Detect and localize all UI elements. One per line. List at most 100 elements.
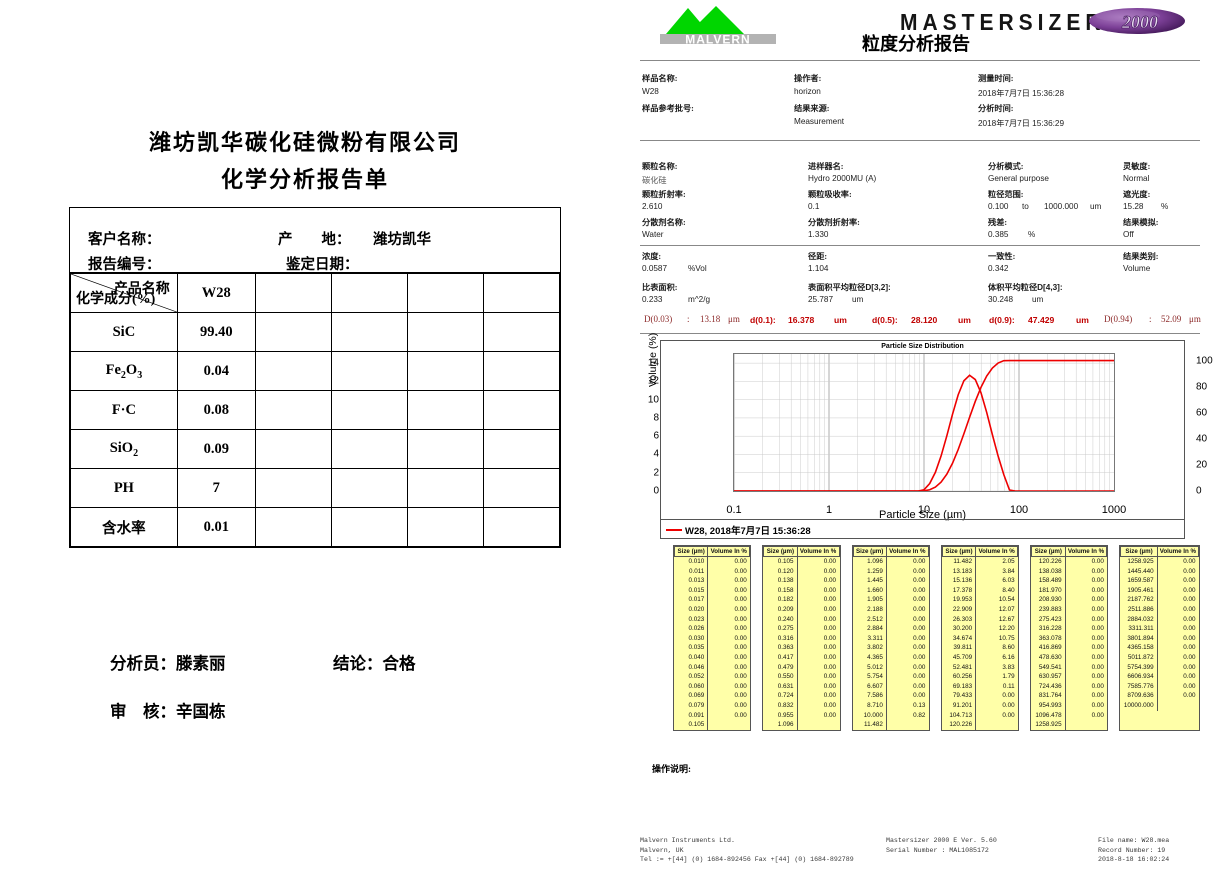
table-row: 138.038 0.00 [1031,566,1107,577]
volume-cell: 0.00 [734,711,747,719]
empty-cell [482,312,561,352]
volume-cell: 0.00 [1183,567,1196,575]
analyst-line: 分析员：滕素丽 [110,654,226,673]
d01-unit: um [834,315,847,325]
size-cell: 3.802 [853,643,887,653]
size-cell: 120.226 [942,720,977,730]
size-cell: 181.970 [1031,585,1066,596]
size-cell: 5.012 [853,662,887,673]
size-cell: 2884.032 [1120,614,1158,625]
size-cell: 30.200 [942,624,977,634]
table-row: 0.040 0.00 [674,652,750,663]
size-cell: 0.105 [674,720,709,730]
span-label: 径距: [808,252,828,261]
particle-ri-value: 2.610 [642,202,663,211]
table-row: F·C 0.08 [70,390,561,430]
table-row: 0.550 0.00 [763,672,839,682]
analysis-time-value: 2018年7月7日 15:36:29 [978,119,1065,128]
concentration-label: 浓度: [642,252,662,261]
table-row: 2187.762 0.00 [1120,595,1199,605]
volume-cell: 6.03 [1002,577,1015,585]
svg-text:2000: 2000 [1121,12,1158,32]
size-cell: 1.905 [853,595,887,605]
malvern-logo-icon: MALVERN [660,6,776,45]
chart-y-axis-label: Volume (%) [647,332,659,387]
table-row: SiC 99.40 [70,312,561,352]
volume-cell: 0.00 [913,692,926,700]
empty-cell [330,390,408,430]
dispersant-name-value: Water [642,230,664,239]
empty-cell [254,312,332,352]
empty-cell [406,312,484,352]
volume-cell: 0.00 [1091,596,1104,604]
volume-cell: 0.00 [823,605,837,613]
size-column-header: Size (µm) [763,546,798,557]
table-row: 0.316 0.00 [763,633,839,644]
size-column-header: Size (µm) [1031,546,1066,557]
volume-cell: 0.00 [913,558,926,565]
table-row: 0.015 0.00 [674,585,750,596]
size-cell: 8709.636 [1120,691,1158,701]
size-cell: 275.423 [1031,614,1066,625]
table-header-row: Size (µm) Volume In % [852,546,929,557]
size-cell: 1445.440 [1120,566,1158,577]
table-row: 0.138 0.00 [763,576,839,586]
size-range-unit: um [1090,202,1102,211]
volume-cell: 12.20 [998,625,1015,633]
operator-label: 操作者: [794,74,822,83]
volume-cell: 0.00 [823,625,837,633]
volume-cell: 0.00 [734,644,747,652]
volume-column-header: Volume In % [1156,546,1200,557]
size-cell: 7585.776 [1120,681,1158,692]
empty-cell [406,351,484,391]
chart-y-tick: 2 [653,467,659,479]
volume-cell: 0.00 [1183,586,1196,594]
table-row: 954.993 0.00 [1031,700,1107,711]
table-row: 0.079 0.00 [674,700,750,711]
volume-cell: 0.00 [734,577,747,585]
volume-cell: 0.00 [823,692,837,700]
volume-cell: 0.00 [1183,673,1196,681]
size-distribution-table: Size (µm) Volume In % 1258.925 0.00 1445.440… [1119,545,1201,731]
size-cell: 0.079 [674,700,709,711]
table-row: 6.607 0.00 [853,681,928,692]
svg-text:MALVERN: MALVERN [685,33,750,45]
volume-cell: 10.54 [998,596,1015,604]
concentration-unit: %Vol [688,264,707,273]
volume-cell: 0.00 [913,586,926,594]
size-cell: 34.674 [942,633,977,644]
component-value-cell: 99.40 [176,312,256,352]
table-row: 0.013 0.00 [674,576,750,586]
chemical-table-box: 客户名称： 产 地： 潍坊凯华 报告编号： 鉴定日期： 产品名称 化学成分(%) W… [69,207,561,548]
volume-cell: 0.00 [734,634,747,642]
size-distribution-table: Size (µm) Volume In % 1.096 0.00 1.259 0.00 1.… [851,545,930,731]
size-cell: 0.316 [763,633,798,644]
size-cell: 17.378 [942,585,977,596]
table-row: 69.183 0.11 [942,681,1017,692]
chart-y-tick: 6 [653,430,659,442]
size-cell: 1659.587 [1120,576,1158,586]
table-row: 10.000 0.82 [853,710,928,721]
particle-size-analysis-report: MALVERN MASTERSIZER 2000 粒度分析报告 样品名称: W2… [639,0,1213,870]
d05-label: d(0.5): [872,315,898,325]
size-cell: 10.000 [853,710,887,721]
component-value-cell: 0.09 [176,429,256,469]
empty-cell [482,429,561,469]
chart-y-tick: 0 [653,485,659,497]
table-row: 8709.636 0.00 [1120,691,1199,701]
table-row: 4.365 0.00 [853,652,928,663]
size-cell: 1.445 [853,576,887,586]
obscuration-value: 15.28 [1123,202,1144,211]
volume-cell: 0.00 [1091,692,1104,700]
table-row: 0.017 0.00 [674,595,750,605]
volume-cell: 0.00 [1091,615,1104,623]
obscuration-label: 遮光度: [1123,190,1151,199]
table-row: 2511.886 0.00 [1120,604,1199,615]
d003-value: 13.18 [700,314,721,324]
table-row: 0.010 0.00 [674,556,750,567]
empty-cell [406,273,484,313]
dispersant-ri-value: 1.330 [808,230,829,239]
volume-cell: 0.00 [1183,577,1196,585]
ssa-value: 0.233 [642,295,663,304]
size-cell: 11.482 [942,556,977,567]
